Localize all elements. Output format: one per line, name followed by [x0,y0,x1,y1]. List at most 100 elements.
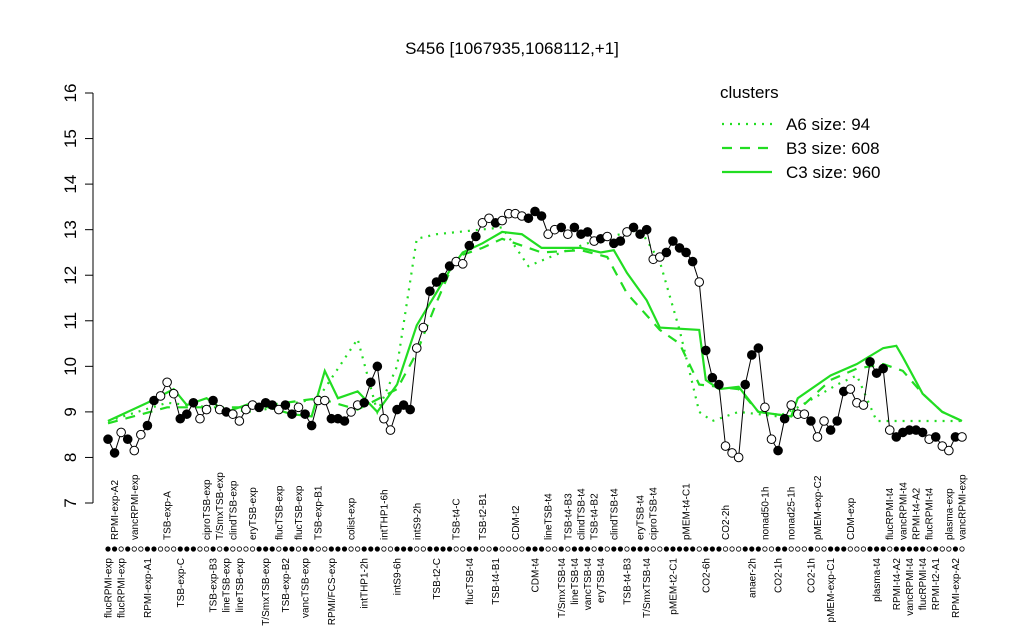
category-label: colist-exp [347,497,358,540]
data-point [523,213,534,224]
rug-point [676,546,683,552]
rug-point [913,546,919,552]
data-point [944,445,954,456]
rug-point [716,546,722,552]
category-label: RPMI-t4-A2 [892,558,903,611]
data-point [398,400,409,410]
data-point [957,432,967,442]
category-label: clindTSB-exp [228,480,239,540]
data-point [379,413,389,424]
data-point [484,213,494,224]
rug-point [197,546,203,552]
data-point [884,425,895,435]
data-point [766,434,777,445]
rug-point [624,546,630,552]
data-point [149,395,159,406]
category-label: flucTSB-t4 [465,558,476,605]
rug-point [269,546,275,552]
data-point [405,404,415,415]
category-label: RPMI-t2-A1 [931,558,942,611]
legend-label: B3 size: 608 [786,139,880,158]
rug-point [604,546,610,552]
rug-point [841,546,847,552]
rug-point [217,546,223,552]
category-label: CO2-1h [806,558,817,593]
data-point [563,229,573,240]
data-point [267,400,278,410]
category-label: TSB-exp-B1 [314,485,325,540]
data-point [543,229,553,240]
category-label: nonad50-1h [760,487,771,540]
data-point [733,452,744,463]
rug-point [440,546,446,552]
category-label: TSB-t4-B2 [590,493,601,540]
rug-point [834,546,840,552]
data-point [845,384,856,394]
data-point [136,429,146,440]
category-label: RPMI-t4-A2 [912,487,923,540]
rug-point [322,546,328,552]
category-label: TSB-t4-B3 [622,558,633,605]
rug-point [795,546,801,552]
data-point [773,445,783,456]
chart-title: S456 [1067935,1068112,+1] [405,39,619,58]
category-label: ciproTSB-t4 [649,487,660,540]
rug-point [545,546,551,552]
data-point [339,416,350,426]
category-label: eryTSB-exp [248,487,259,540]
rug-point [407,546,413,552]
data-point [878,363,888,374]
data-point [162,377,172,388]
data-point [103,434,113,445]
data-point [530,206,540,217]
rug-point [630,546,637,552]
data-point [365,377,376,388]
category-label: CO2-2h [721,505,732,540]
rug-point [933,546,939,552]
category-label: CDM-exp [846,497,857,540]
rug-point [473,546,479,552]
category-label: CO2-1h [774,558,785,593]
y-tick-label: 13 [61,220,80,239]
data-point [930,432,941,442]
rug-point [552,546,558,552]
data-point [175,413,186,424]
data-point [779,413,790,424]
rug-point [236,546,242,552]
data-point [694,277,705,287]
category-label: vancTSB-t4 [583,558,594,611]
rug-point [394,546,400,552]
rug-point [709,546,715,552]
rug-point [525,546,532,552]
category-label: T/SmxTSB-exp [215,472,226,540]
data-point [891,432,902,442]
rug-point [118,546,124,552]
rug-point [847,546,853,552]
rug-point [341,546,348,552]
rug-point [151,546,157,552]
data-point [411,343,422,353]
rug-point [263,546,269,552]
category-label: flucRPMI-t4 [925,487,936,540]
rug-point [171,546,177,552]
rug-point [348,546,354,552]
y-tick-label: 9 [61,407,80,416]
data-point [418,322,429,333]
data-point [668,236,678,246]
category-label: T/SmxTSB-exp [261,558,272,626]
rug-point [203,546,210,552]
category-label: TSB-t4-B3 [563,493,574,540]
rug-point [453,546,459,552]
rug-point [919,546,926,552]
rug-point [131,546,137,552]
data-point [195,413,205,424]
rug-point [808,546,814,552]
rug-point [683,546,689,552]
rug-point [828,546,834,552]
category-label: vancRPMI-exp [130,474,141,540]
rug-point [230,546,236,552]
category-label: TSB-t2-B1 [478,493,489,540]
data-point [687,256,698,267]
rug-point [519,546,525,552]
data-point [812,432,823,442]
